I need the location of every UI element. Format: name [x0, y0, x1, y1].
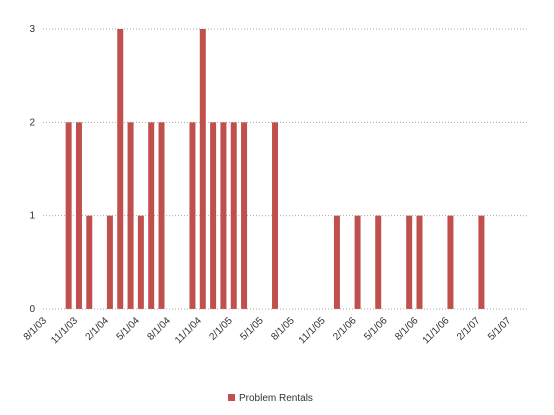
bar	[333, 215, 340, 309]
x-tick-label: 5/1/04	[115, 315, 143, 343]
bar	[148, 122, 155, 309]
bar	[375, 215, 382, 309]
bar	[406, 215, 413, 309]
x-tick-label: 2/1/07	[455, 315, 483, 343]
bar	[127, 122, 134, 309]
legend-label: Problem Rentals	[239, 393, 313, 404]
bar	[189, 122, 196, 309]
x-tick-label: 8/1/04	[146, 315, 174, 343]
y-axis: 0 1 2 3	[29, 24, 35, 315]
legend-swatch	[228, 394, 235, 401]
y-tick-label: 1	[29, 211, 35, 222]
x-tick-label: 11/1/05	[297, 315, 328, 346]
bar	[106, 215, 113, 309]
x-tick-label: 11/1/06	[421, 315, 452, 346]
bar	[354, 215, 361, 309]
bar	[220, 122, 227, 309]
x-tick-label: 2/1/06	[331, 315, 359, 343]
x-tick-label: 8/1/06	[393, 315, 421, 343]
bar	[137, 215, 144, 309]
bar	[210, 122, 217, 309]
x-tick-label: 2/1/04	[84, 315, 112, 343]
bar	[416, 215, 423, 309]
bar	[86, 215, 93, 309]
y-tick-label: 2	[29, 117, 35, 128]
bar	[241, 122, 248, 309]
bar	[158, 122, 165, 309]
x-tick-label: 11/1/03	[49, 315, 80, 346]
x-tick-label: 5/1/06	[362, 315, 390, 343]
bar	[75, 122, 82, 309]
x-tick-label: 5/1/07	[486, 315, 514, 343]
x-tick-label: 5/1/05	[238, 315, 266, 343]
bars	[65, 29, 485, 309]
bar	[117, 29, 124, 309]
bar	[199, 29, 206, 309]
y-tick-label: 3	[29, 24, 35, 35]
x-tick-label: 2/1/05	[207, 315, 235, 343]
bar	[272, 122, 279, 309]
x-axis: 8/1/03 11/1/03 2/1/04 5/1/04 8/1/04 11/1/04 2/…	[22, 308, 528, 346]
x-tick-label: 8/1/05	[269, 315, 297, 343]
bar	[65, 122, 72, 309]
bar	[478, 215, 485, 309]
bar	[230, 122, 237, 309]
x-tick-label: 8/1/03	[22, 315, 50, 343]
x-tick-label: 11/1/04	[173, 315, 204, 346]
legend: Problem Rentals	[228, 393, 313, 404]
y-tick-label: 0	[29, 304, 35, 315]
gridlines	[43, 28, 528, 217]
bar	[447, 215, 454, 309]
